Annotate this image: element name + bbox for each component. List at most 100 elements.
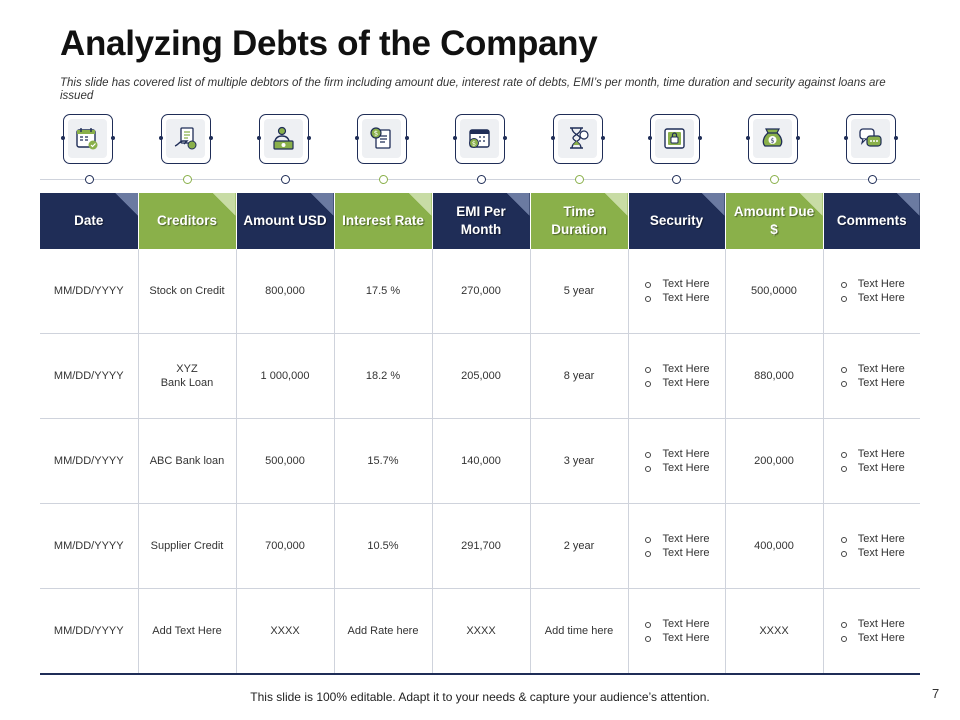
due-value: 500,0000	[751, 285, 797, 297]
cell-duration: 8 year	[529, 333, 628, 419]
list-item: Text Here	[643, 461, 710, 475]
due-value: 880,000	[754, 370, 794, 382]
cell-comments: Text Here Text Here	[822, 333, 920, 419]
slide-title: Analyzing Debts of the Company	[60, 24, 598, 63]
icon-slot	[823, 112, 921, 184]
list-item: Text Here	[643, 291, 710, 305]
comments-list: Text Here Text Here	[839, 447, 905, 475]
interest-value: 18.2 %	[365, 370, 401, 382]
creditor-value: ABC Bank loan	[149, 455, 225, 467]
cell-date: MM/DD/YYYY	[40, 588, 138, 675]
list-item: Text Here	[839, 291, 905, 305]
column-header: Amount Due $	[724, 193, 823, 249]
cell-date: MM/DD/YYYY	[40, 418, 138, 504]
interest-value: 15.7%	[367, 455, 399, 467]
page-number: 7	[932, 686, 940, 701]
debts-table: Date Creditors Amount USD Interest Rate EMI …	[40, 193, 920, 675]
cell-interest: 10.5%	[333, 503, 432, 589]
list-item: Text Here	[643, 617, 710, 631]
duration-value: Add time here	[544, 625, 614, 637]
interest-value: 10.5%	[367, 540, 399, 552]
cell-interest: 18.2 %	[333, 333, 432, 419]
footer-note: This slide is 100% editable. Adapt it to…	[250, 690, 710, 704]
cell-interest: 15.7%	[333, 418, 432, 504]
cell-security: Text Here Text Here	[627, 333, 725, 419]
icon-frame	[61, 114, 115, 164]
cell-creditor: Stock on Credit	[137, 249, 236, 334]
cell-creditor: Add Text Here	[137, 588, 236, 675]
table-row: MM/DD/YYYY Stock on Credit 800,000 17.5 % 27…	[40, 249, 920, 334]
comments-list: Text Here Text Here	[839, 362, 905, 390]
icon-frame	[844, 114, 898, 164]
icon-slot	[40, 112, 138, 184]
list-item: Text Here	[839, 617, 905, 631]
emi-value: 291,700	[461, 540, 501, 552]
security-list: Text Here Text Here	[643, 447, 710, 475]
date-value: MM/DD/YYYY	[53, 455, 124, 467]
cell-date: MM/DD/YYYY	[40, 503, 138, 589]
icon-frame: $	[746, 114, 800, 164]
icon-slot	[530, 112, 628, 184]
cell-due: 880,000	[724, 333, 823, 419]
date-value: MM/DD/YYYY	[53, 285, 124, 297]
amount-value: 1 000,000	[260, 370, 310, 382]
connector-dot	[85, 175, 94, 184]
security-list: Text Here Text Here	[643, 532, 710, 560]
duration-value: 5 year	[563, 285, 595, 297]
money-bag-icon: $	[753, 119, 792, 158]
amount-value: XXXX	[270, 625, 300, 637]
hourglass-icon	[558, 119, 597, 158]
interest-value: Add Rate here	[347, 625, 419, 637]
icon-slot	[138, 112, 236, 184]
due-value: 400,000	[754, 540, 794, 552]
amount-value: 700,000	[265, 540, 305, 552]
column-header: Amount USD	[235, 193, 334, 249]
emi-value: 270,000	[461, 285, 501, 297]
column-header: Interest Rate	[333, 193, 432, 249]
emi-value: XXXX	[466, 625, 496, 637]
hand-money-document-icon	[166, 119, 205, 158]
connector-dot	[575, 175, 584, 184]
connector-dot	[183, 175, 192, 184]
cell-comments: Text Here Text Here	[822, 503, 920, 589]
list-item: Text Here	[839, 631, 905, 645]
list-item: Text Here	[839, 546, 905, 560]
cell-interest: 17.5 %	[333, 249, 432, 334]
icon-slot: $	[432, 112, 530, 184]
cell-amount: 700,000	[235, 503, 334, 589]
svg-text:$: $	[770, 137, 774, 145]
calendar-dollar-icon: $	[460, 119, 499, 158]
security-list: Text Here Text Here	[643, 277, 710, 305]
column-header: Date	[40, 193, 138, 249]
cell-comments: Text Here Text Here	[822, 418, 920, 504]
comments-list: Text Here Text Here	[839, 617, 905, 645]
cell-amount: 500,000	[235, 418, 334, 504]
creditor-value: Add Text Here	[152, 625, 222, 637]
cell-amount: XXXX	[235, 588, 334, 675]
cell-duration: 5 year	[529, 249, 628, 334]
security-list: Text Here Text Here	[643, 617, 710, 645]
cell-emi: 140,000	[431, 418, 530, 504]
svg-text:$: $	[472, 140, 476, 148]
icon-frame	[159, 114, 213, 164]
column-header: Comments	[822, 193, 920, 249]
icon-frame	[257, 114, 311, 164]
emi-value: 140,000	[461, 455, 501, 467]
icon-slot	[627, 112, 725, 184]
safe-lock-icon	[655, 119, 694, 158]
column-header: Creditors	[137, 193, 236, 249]
cell-emi: 291,700	[431, 503, 530, 589]
connector-dot	[770, 175, 779, 184]
creditor-value: Supplier Credit	[150, 540, 224, 552]
list-item: Text Here	[839, 532, 905, 546]
list-item: Text Here	[839, 376, 905, 390]
cell-security: Text Here Text Here	[627, 249, 725, 334]
icon-row: $ $ $	[40, 112, 920, 184]
connector-dot	[477, 175, 486, 184]
list-item: Text Here	[643, 546, 710, 560]
connector-dot	[281, 175, 290, 184]
cell-comments: Text Here Text Here	[822, 249, 920, 334]
cell-duration: Add time here	[529, 588, 628, 675]
person-cash-icon	[264, 119, 303, 158]
calendar-check-icon	[68, 119, 107, 158]
